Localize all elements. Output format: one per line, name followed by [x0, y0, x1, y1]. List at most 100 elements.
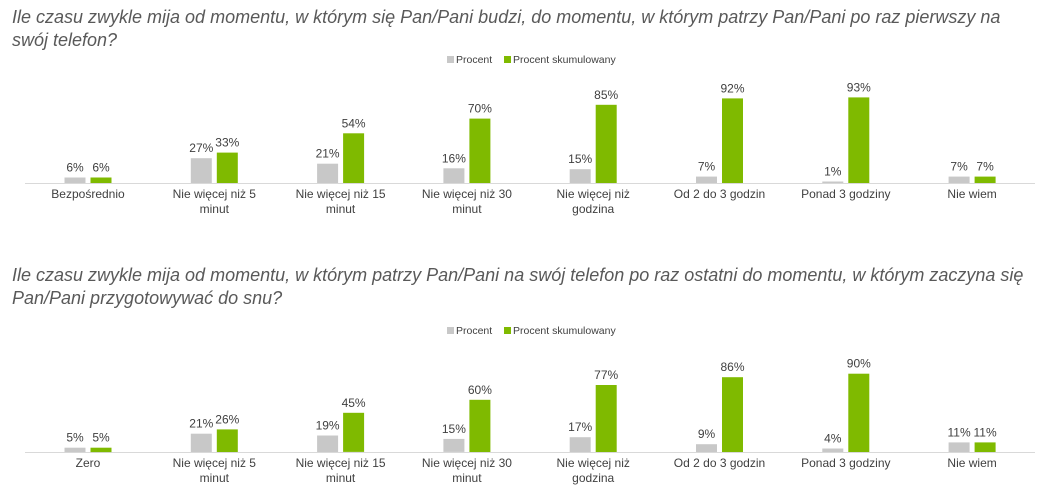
bar-procent-skumulowany — [216, 429, 238, 452]
category-label: Zero — [76, 456, 101, 470]
bar-procent-skumulowany — [974, 442, 996, 452]
bar-procent-skumulowany — [722, 98, 743, 183]
category-label: Ponad 3 godziny — [801, 456, 890, 470]
bar-procent-skumulowany — [343, 133, 365, 183]
bar-procent — [569, 169, 591, 183]
bar-procent — [443, 438, 465, 452]
bar-procent — [64, 177, 86, 183]
data-label-procent: 1% — [824, 165, 842, 179]
data-label-procent-skumulowany: 5% — [92, 431, 110, 445]
bar-procent-skumulowany — [90, 177, 112, 183]
data-label-procent: 11% — [948, 425, 971, 439]
data-label-procent: 7% — [950, 160, 968, 174]
legend: Procent Procent skumulowany — [447, 325, 616, 337]
data-label-procent-skumulowany: 85% — [594, 88, 618, 102]
bar-procent — [317, 163, 339, 183]
data-label-procent-skumulowany: 70% — [468, 102, 492, 116]
bar-procent-skumulowany — [848, 373, 870, 452]
bar-procent-skumulowany — [90, 447, 112, 453]
category-group-nie-wiecej-niz-15-minut: 19%45% Nie więcej niż 15 minut — [296, 396, 386, 485]
category-group-bezposrednio: 6% 6% Bezpośrednio — [51, 161, 125, 202]
category-group-nie-wiecej-niz-30-minut: 16% 70% Nie więcej niż 30 minut — [422, 102, 512, 216]
bar-procent — [190, 158, 212, 183]
category-label: Ponad 3 godziny — [801, 187, 890, 201]
data-label-procent: 5% — [66, 431, 84, 445]
category-group-nie-wiecej-niz-godzina: 15% 85% Nie więcej niż godzina — [557, 88, 630, 216]
category-label: Nie więcej niż 30 minut — [422, 187, 512, 216]
data-label-procent: 21% — [316, 147, 340, 161]
data-label-procent-skumulowany: 26% — [215, 412, 239, 426]
category-group-nie-wiem: 11% 11% Nie wiem — [947, 425, 997, 470]
category-group-nie-wiecej-niz-5-minut: 21% 26% Nie więcej niż 5 minut — [173, 412, 257, 485]
bar-procent — [822, 448, 844, 452]
data-label-procent: 15% — [442, 422, 466, 436]
category-group-ponad-3-godziny: 1% 93% Ponad 3 godziny — [801, 80, 890, 201]
data-label-procent-skumulowany: 86% — [720, 360, 744, 374]
bar-procent-skumulowany — [595, 385, 617, 452]
data-label-procent-skumulowany: 11% — [974, 425, 997, 439]
data-label-procent-skumulowany: 93% — [847, 80, 871, 94]
data-label-procent: 17% — [568, 420, 592, 434]
legend: Procent Procent skumulowany — [447, 54, 616, 66]
data-label-procent: 15% — [568, 152, 592, 166]
bar-procent — [696, 444, 717, 452]
legend-swatch-procent-skumulowany — [504, 327, 511, 334]
data-label-procent-skumulowany: 77% — [594, 368, 618, 382]
legend-label-procent-skumulowany: Procent skumulowany — [513, 54, 616, 66]
bar-procent — [948, 176, 970, 183]
bar-procent — [822, 181, 844, 183]
bar-procent — [696, 176, 717, 183]
bar-procent — [64, 447, 86, 453]
category-label: Nie więcej niż godzina — [557, 456, 630, 485]
category-label: Nie więcej niż 5 minut — [173, 456, 257, 485]
bar-procent-skumulowany — [848, 97, 870, 183]
category-group-nie-wiecej-niz-godzina: 17% 77% Nie więcej niż godzina — [557, 368, 630, 485]
data-label-procent: 16% — [442, 151, 466, 165]
category-group-nie-wiecej-niz-15-minut: 21% 54% Nie więcej niż 15 minut — [296, 116, 386, 216]
bar-procent — [443, 168, 465, 183]
category-label: Nie wiem — [947, 187, 996, 201]
category-label: Od 2 do 3 godzin — [674, 187, 765, 201]
bar-chart: Procent Procent skumulowany 5% 5% Zero 21% 26%… — [25, 325, 1035, 485]
bar-chart: Procent Procent skumulowany 6% 6% Bezpośredn… — [25, 54, 1035, 216]
category-group-nie-wiecej-niz-30-minut: 15% 60% Nie więcej niż 30 minut — [422, 383, 512, 485]
category-label: Od 2 do 3 godzin — [674, 456, 765, 470]
bar-procent — [948, 442, 970, 452]
legend-swatch-procent — [447, 327, 454, 334]
bar-procent — [569, 437, 591, 452]
category-label: Nie więcej niż 5 minut — [173, 187, 257, 216]
data-label-procent: 4% — [824, 432, 842, 446]
data-label-procent-skumulowany: 60% — [468, 383, 492, 397]
bar-procent-skumulowany — [595, 104, 617, 183]
data-label-procent-skumulowany: 90% — [847, 357, 871, 371]
data-label-procent: 21% — [189, 417, 213, 431]
chart-title: Ile czasu zwykle mija od momentu, w któr… — [12, 7, 1001, 50]
data-label-procent: 6% — [66, 161, 84, 175]
legend-swatch-procent-skumulowany — [504, 56, 511, 63]
data-label-procent-skumulowany: 54% — [342, 116, 366, 130]
data-label-procent: 9% — [698, 427, 716, 441]
bar-procent — [317, 435, 339, 452]
bar-procent-skumulowany — [343, 412, 365, 452]
chart-title: Ile czasu zwykle mija od momentu, w któr… — [12, 265, 1024, 308]
chart-2: Ile czasu zwykle mija od momentu, w któr… — [0, 258, 1042, 500]
bar-procent-skumulowany — [216, 152, 238, 183]
legend-label-procent: Procent — [456, 54, 492, 66]
data-label-procent: 7% — [698, 160, 716, 174]
category-label: Nie więcej niż 15 minut — [296, 456, 386, 485]
bar-procent-skumulowany — [974, 176, 996, 183]
bar-procent-skumulowany — [722, 377, 743, 452]
category-label: Nie więcej niż 30 minut — [422, 456, 512, 485]
chart-1: Ile czasu zwykle mija od momentu, w któr… — [0, 0, 1042, 240]
legend-swatch-procent — [447, 56, 454, 63]
category-group-zero: 5% 5% Zero — [64, 431, 112, 470]
data-label-procent-skumulowany: 92% — [720, 81, 744, 95]
category-label: Nie więcej niż 15 minut — [296, 187, 386, 216]
data-label-procent-skumulowany: 45% — [342, 396, 366, 410]
category-group-ponad-3-godziny: 4% 90% Ponad 3 godziny — [801, 357, 890, 470]
category-group-nie-wiem: 7% 7% Nie wiem — [947, 160, 996, 201]
data-label-procent-skumulowany: 6% — [92, 161, 110, 175]
bar-procent — [190, 433, 212, 452]
bar-procent-skumulowany — [469, 399, 491, 452]
category-label: Nie wiem — [947, 456, 996, 470]
